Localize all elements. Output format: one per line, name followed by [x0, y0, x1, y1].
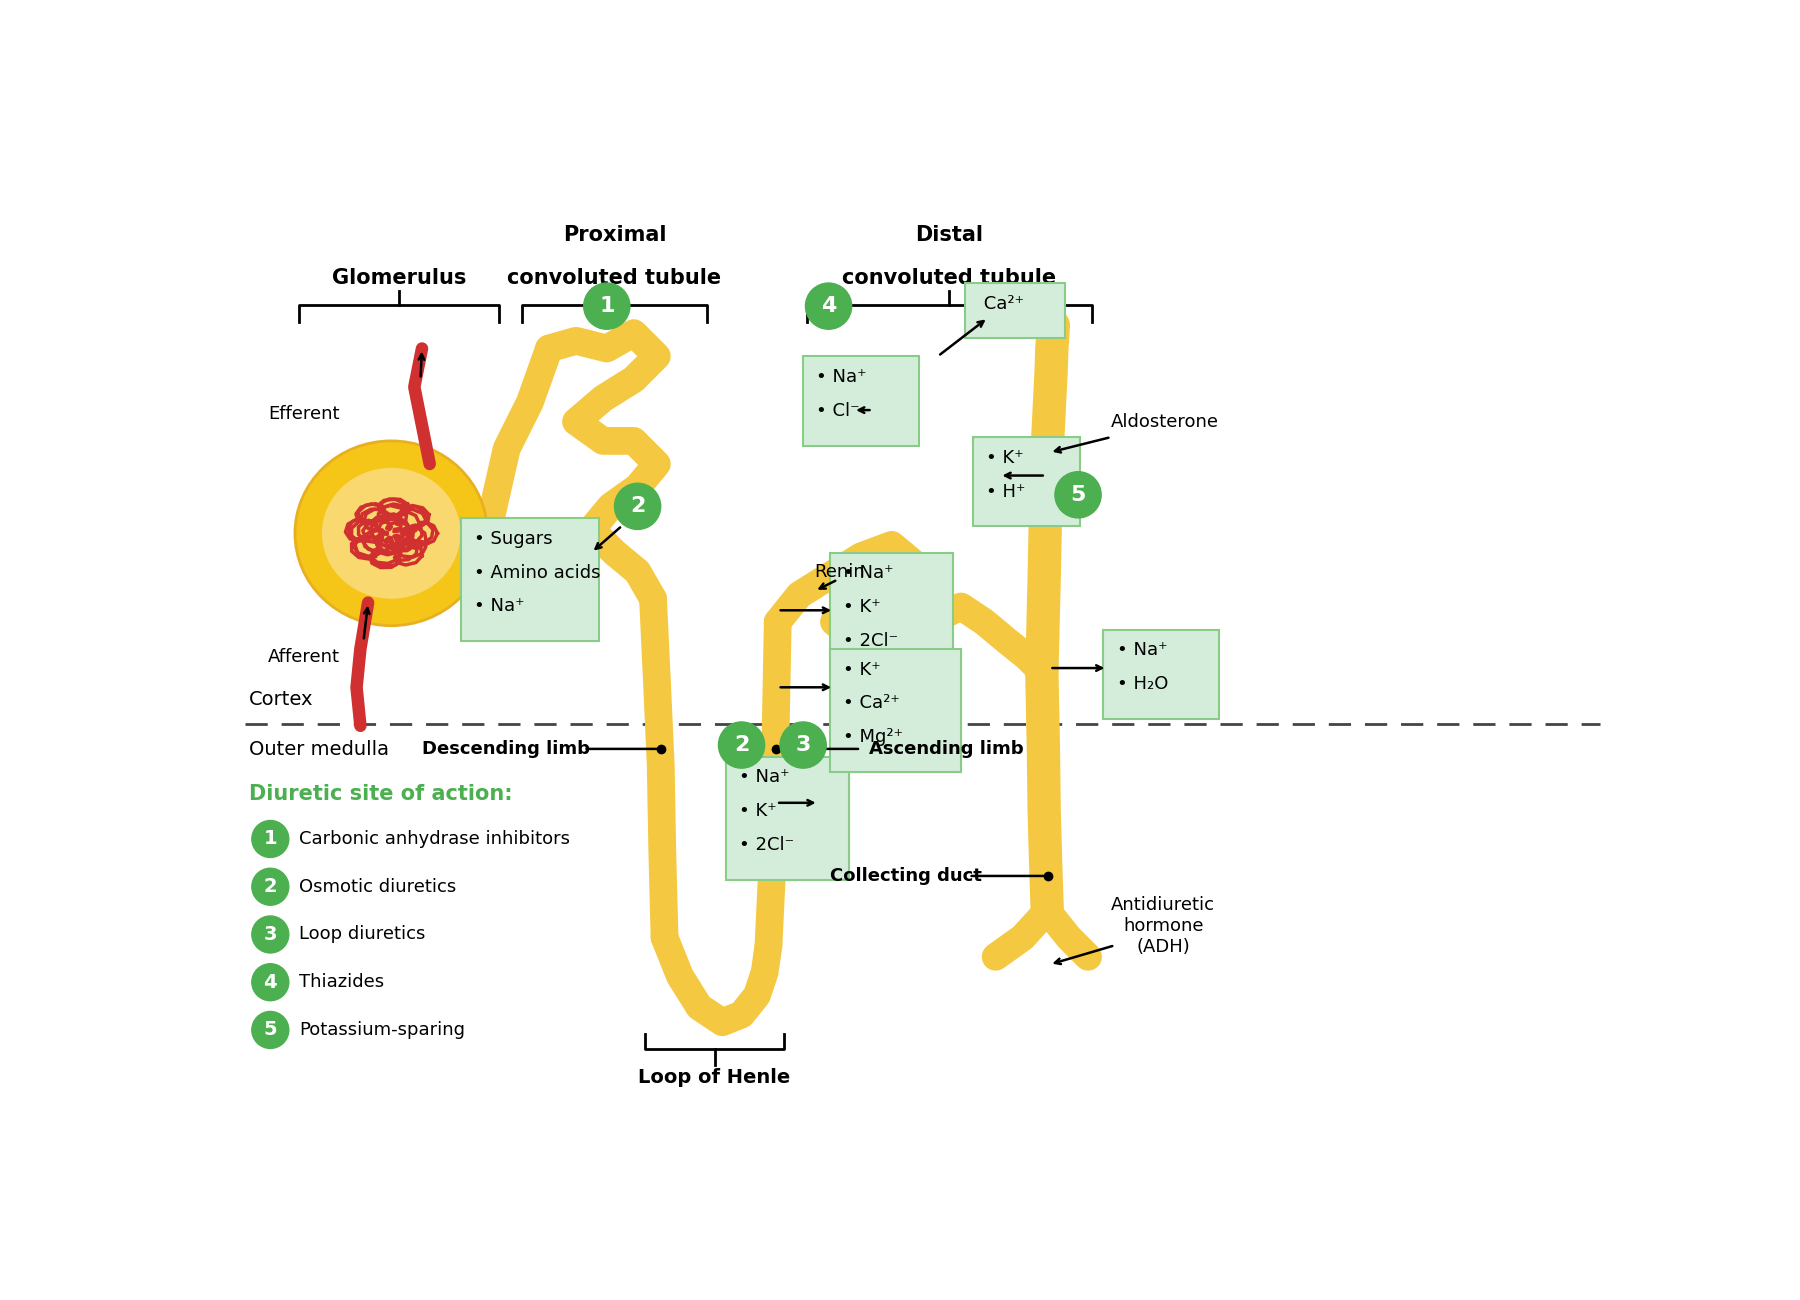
FancyBboxPatch shape — [725, 757, 850, 880]
Circle shape — [1055, 472, 1102, 517]
Text: • Mg²⁺: • Mg²⁺ — [842, 728, 904, 746]
Text: Afferent: Afferent — [268, 647, 340, 666]
Text: Carbonic anhydrase inhibitors: Carbonic anhydrase inhibitors — [299, 829, 571, 848]
Text: • 2Cl⁻: • 2Cl⁻ — [740, 836, 794, 854]
Text: convoluted tubule: convoluted tubule — [842, 268, 1057, 287]
Text: • K⁺: • K⁺ — [986, 448, 1022, 467]
Text: Potassium-sparing: Potassium-sparing — [299, 1020, 464, 1039]
Circle shape — [252, 868, 288, 905]
Circle shape — [779, 722, 826, 768]
Text: Diuretic site of action:: Diuretic site of action: — [248, 784, 513, 803]
Text: • K⁺: • K⁺ — [740, 802, 778, 820]
Text: Loop of Henle: Loop of Henle — [639, 1069, 790, 1087]
Text: • Na⁺: • Na⁺ — [1116, 641, 1166, 659]
Text: 3: 3 — [263, 926, 277, 944]
Text: Distal: Distal — [916, 225, 983, 246]
Text: • Sugars: • Sugars — [473, 529, 553, 547]
Circle shape — [252, 1011, 288, 1048]
Text: • Na⁺: • Na⁺ — [473, 598, 524, 615]
Text: Cortex: Cortex — [248, 690, 313, 709]
Text: Descending limb: Descending limb — [421, 740, 590, 758]
Circle shape — [614, 484, 661, 529]
Circle shape — [252, 916, 288, 953]
Text: • 2Cl⁻: • 2Cl⁻ — [842, 632, 898, 650]
Text: Loop diuretics: Loop diuretics — [299, 926, 425, 944]
Ellipse shape — [295, 441, 488, 625]
Text: Collecting duct: Collecting duct — [830, 867, 983, 885]
Text: 2: 2 — [263, 878, 277, 896]
Text: Proximal: Proximal — [563, 225, 666, 246]
FancyBboxPatch shape — [1103, 629, 1219, 719]
FancyBboxPatch shape — [972, 437, 1080, 526]
Text: Glomerulus: Glomerulus — [331, 268, 466, 287]
Text: Aldosterone: Aldosterone — [1111, 412, 1219, 430]
Text: Outer medulla: Outer medulla — [248, 740, 389, 759]
FancyBboxPatch shape — [830, 649, 961, 772]
Text: • Ca²⁺: • Ca²⁺ — [842, 694, 900, 712]
Text: • K⁺: • K⁺ — [842, 660, 880, 679]
Text: Renin: Renin — [815, 563, 866, 581]
FancyBboxPatch shape — [830, 552, 954, 676]
Text: 3: 3 — [796, 734, 810, 755]
Circle shape — [805, 283, 851, 329]
Text: • K⁺: • K⁺ — [842, 598, 880, 616]
Circle shape — [252, 963, 288, 1001]
Text: • Cl⁻: • Cl⁻ — [815, 402, 860, 420]
Text: 4: 4 — [263, 972, 277, 992]
Text: • Na⁺: • Na⁺ — [740, 768, 790, 786]
Text: Thiazides: Thiazides — [299, 974, 383, 991]
Text: • H⁺: • H⁺ — [986, 482, 1024, 500]
Text: • Na⁺: • Na⁺ — [815, 368, 868, 386]
Text: Antidiuretic
hormone
(ADH): Antidiuretic hormone (ADH) — [1111, 896, 1215, 956]
Text: Efferent: Efferent — [268, 406, 340, 423]
Text: 4: 4 — [821, 296, 837, 316]
Text: 5: 5 — [263, 1020, 277, 1040]
Circle shape — [583, 283, 630, 329]
Text: Ascending limb: Ascending limb — [869, 740, 1022, 758]
Text: • Na⁺: • Na⁺ — [842, 564, 893, 582]
Text: 5: 5 — [1071, 485, 1085, 504]
Text: • H₂O: • H₂O — [1116, 675, 1168, 693]
FancyBboxPatch shape — [803, 356, 918, 446]
FancyBboxPatch shape — [461, 517, 599, 641]
Text: 2: 2 — [734, 734, 749, 755]
Text: Ca²⁺: Ca²⁺ — [977, 295, 1024, 313]
Text: Osmotic diuretics: Osmotic diuretics — [299, 878, 455, 896]
Ellipse shape — [322, 468, 461, 599]
Text: 1: 1 — [599, 296, 614, 316]
Text: 2: 2 — [630, 497, 644, 516]
Text: 1: 1 — [263, 829, 277, 849]
FancyBboxPatch shape — [965, 283, 1066, 338]
Text: • Amino acids: • Amino acids — [473, 564, 599, 581]
Text: convoluted tubule: convoluted tubule — [508, 268, 722, 287]
Circle shape — [252, 820, 288, 858]
Circle shape — [718, 722, 765, 768]
